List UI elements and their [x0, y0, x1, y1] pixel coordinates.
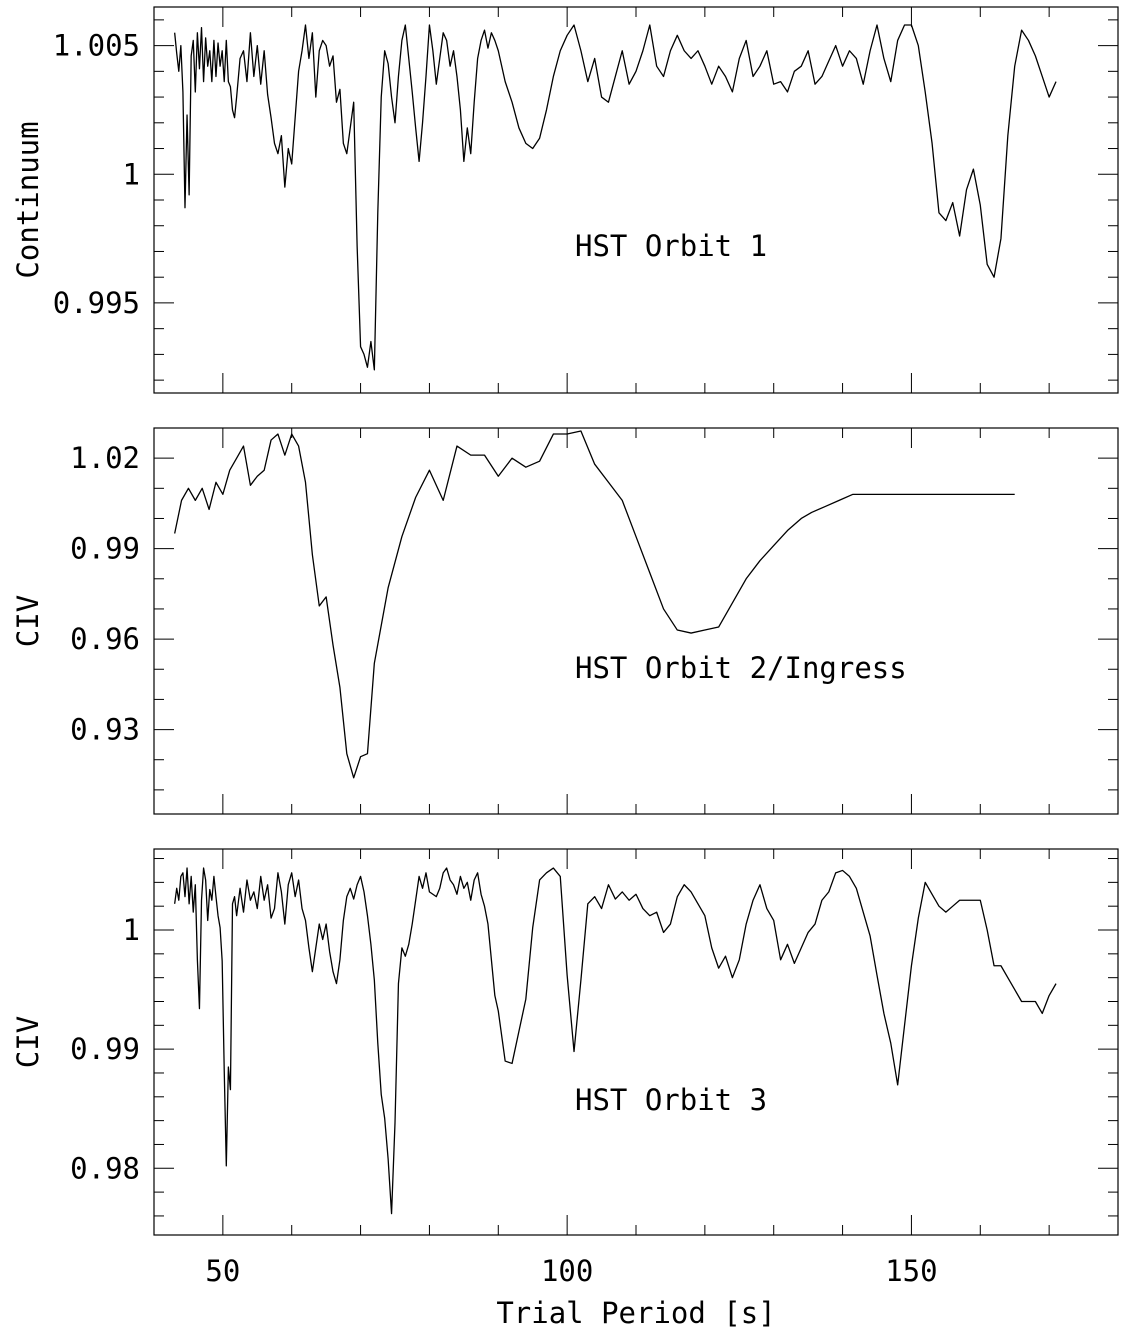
- panel-1-annotation: HST Orbit 1: [575, 229, 767, 263]
- panel-3-ytick-label-0p98: 0.98: [70, 1151, 140, 1185]
- panel-3-y-axis-label: CIV: [11, 1016, 45, 1068]
- panel-2-frame: [153, 427, 1119, 815]
- panel-2-ytick-label-0p93: 0.93: [70, 713, 140, 747]
- panel-2-ytick-label-0p99: 0.99: [70, 532, 140, 566]
- x-axis-label: Trial Period [s]: [496, 1296, 775, 1330]
- panel-2-series-line: [174, 430, 1015, 779]
- panel-1-ytick-label-1p005: 1.005: [53, 29, 140, 63]
- panel-3-series-line: [174, 867, 1057, 1215]
- panel-2-y-axis-label: CIV: [11, 595, 45, 647]
- panel-1-ytick-label-0p995: 0.995: [53, 286, 140, 320]
- panel-1-ytick-label-1: 1: [123, 157, 140, 191]
- panel-2: 0.93 0.96 0.99 1.02 CIV HST Orbit 2/Ingress: [11, 427, 1119, 815]
- panel-3-xtick-label-150: 150: [885, 1254, 937, 1288]
- panel-3-ytick-label-0p99: 0.99: [70, 1032, 140, 1066]
- panel-3-xtick-label-50: 50: [205, 1254, 240, 1288]
- panel-3-xtick-label-100: 100: [541, 1254, 593, 1288]
- panel-3-ytick-label-1: 1: [123, 913, 140, 947]
- panel-1-frame: [153, 6, 1119, 394]
- panel-2-ytick-label-1p02: 1.02: [70, 441, 140, 475]
- panel-2-ytick-label-0p96: 0.96: [70, 622, 140, 656]
- panel-1-series-line: [174, 24, 1057, 371]
- panel-1-y-axis-label: Continuum: [11, 121, 45, 278]
- panel-3-annotation: HST Orbit 3: [575, 1083, 767, 1117]
- panel-1: 0.995 1 1.005 Continuum HST Orbit 1: [11, 6, 1119, 394]
- panel-3-frame: [153, 848, 1119, 1236]
- panel-2-annotation: HST Orbit 2/Ingress: [575, 651, 907, 685]
